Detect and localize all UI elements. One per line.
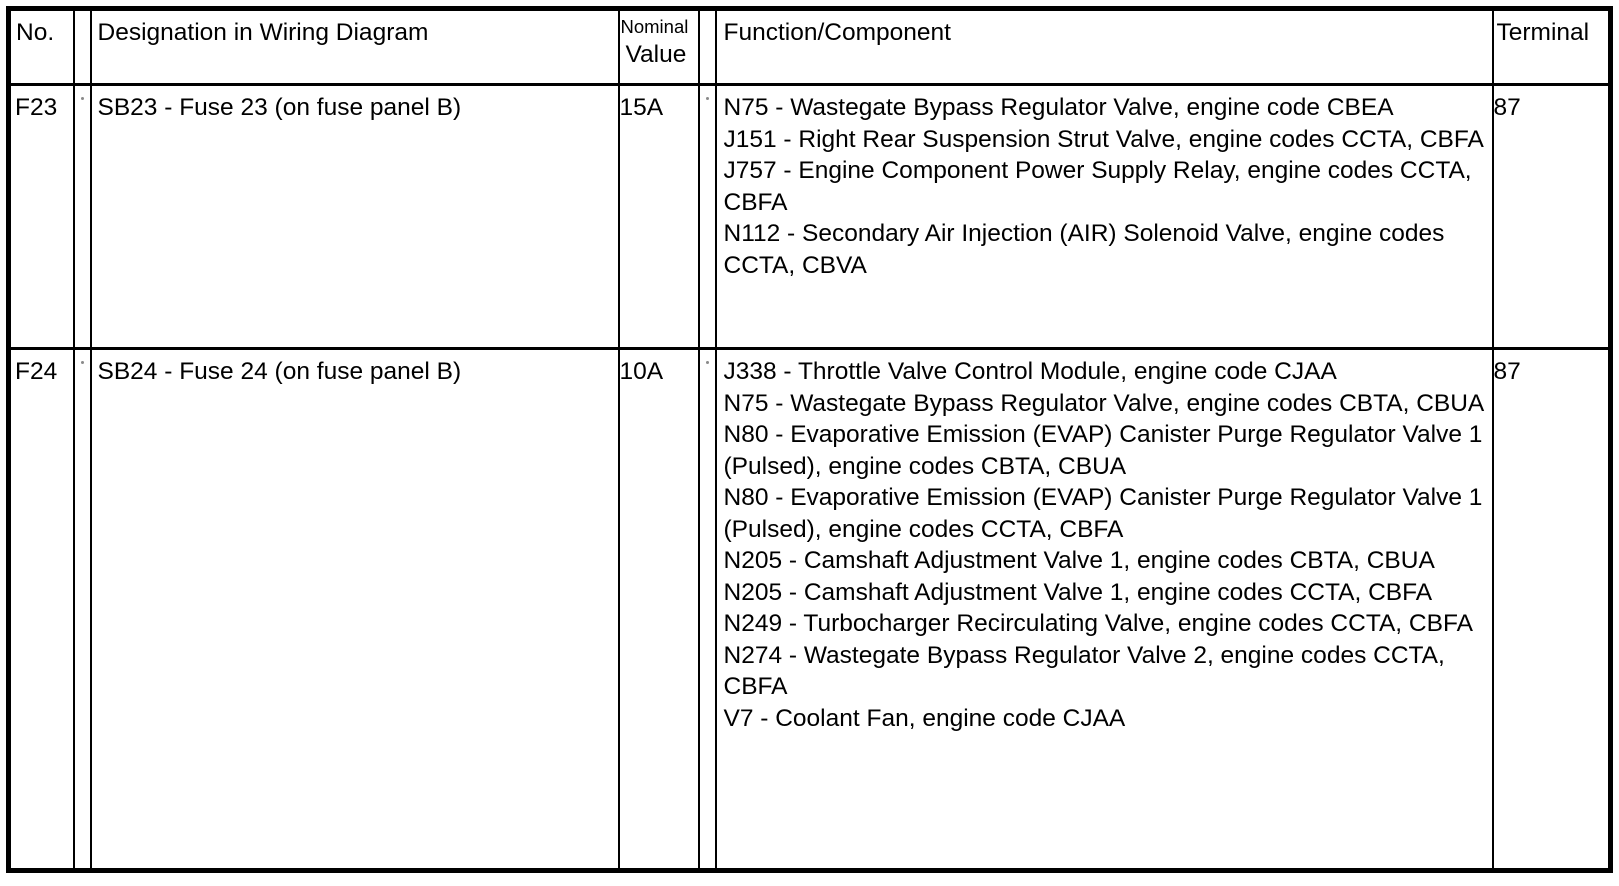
function-entry: J151 - Right Rear Suspension Strut Valve… — [723, 125, 1484, 153]
column-header-nominal-value: Nominal Value — [617, 7, 700, 86]
function-entry: V7 - Coolant Fan, engine code CJAA — [723, 704, 1126, 732]
fuse-terminal: 87 — [1491, 347, 1612, 872]
spacer-column-left — [72, 7, 92, 86]
function-entry: N205 - Camshaft Adjustment Valve 1, engi… — [723, 578, 1433, 606]
function-entry: J338 - Throttle Valve Control Module, en… — [723, 358, 1337, 385]
spacer-cell — [697, 83, 717, 350]
fuse-function-list: N75 - Wastegate Bypass Regulator Valve, … — [714, 83, 1494, 350]
fuse-designation: SB24 - Fuse 24 (on fuse panel B) — [89, 347, 620, 872]
fuse-assignment-table: No. Designation in Wiring Diagram Nomina… — [6, 6, 1613, 873]
fuse-nominal-value: 10A — [617, 347, 700, 872]
dot-mark — [705, 97, 709, 100]
dot-mark — [80, 97, 84, 100]
function-entry: N205 - Camshaft Adjustment Valve 1, engi… — [723, 547, 1435, 574]
function-entry: N80 - Evaporative Emission (EVAP) Canist… — [723, 421, 1483, 480]
function-entry: N112 - Secondary Air Injection (AIR) Sol… — [723, 220, 1445, 279]
fuse-designation: SB23 - Fuse 23 (on fuse panel B) — [89, 83, 620, 350]
column-header-designation: Designation in Wiring Diagram — [89, 7, 620, 86]
function-entry: N80 - Evaporative Emission (EVAP) Canist… — [723, 484, 1483, 543]
function-entry: N274 - Wastegate Bypass Regulator Valve … — [723, 641, 1445, 701]
nominal-header-line2: Value — [625, 41, 687, 68]
function-entry: N249 - Turbocharger Recirculating Valve,… — [723, 610, 1473, 637]
fuse-function-list: J338 - Throttle Valve Control Module, en… — [714, 347, 1494, 872]
nominal-header-line1: Nominal — [620, 16, 689, 37]
column-header-function-component: Function/Component — [714, 7, 1494, 86]
dot-mark — [80, 361, 84, 364]
spacer-cell — [72, 83, 92, 350]
spacer-cell — [72, 347, 92, 872]
fuse-row-f23: F23 SB23 - Fuse 23 (on fuse panel B) 15A… — [7, 83, 1612, 350]
fuse-row-f24: F24 SB24 - Fuse 24 (on fuse panel B) 10A… — [7, 347, 1612, 872]
fuse-number: F24 — [7, 347, 75, 872]
spacer-column-right — [697, 7, 717, 86]
column-header-no: No. — [7, 7, 75, 86]
fuse-number: F23 — [7, 83, 75, 350]
spacer-cell — [697, 347, 717, 872]
fuse-nominal-value: 15A — [617, 83, 700, 350]
table-header-row: No. Designation in Wiring Diagram Nomina… — [7, 7, 1612, 86]
dot-mark — [705, 361, 709, 364]
function-entry: J757 - Engine Component Power Supply Rel… — [723, 157, 1472, 216]
column-header-terminal: Terminal — [1491, 7, 1612, 86]
fuse-terminal: 87 — [1491, 83, 1612, 350]
function-entry: N75 - Wastegate Bypass Regulator Valve, … — [723, 389, 1485, 417]
function-entry: N75 - Wastegate Bypass Regulator Valve, … — [723, 94, 1394, 121]
